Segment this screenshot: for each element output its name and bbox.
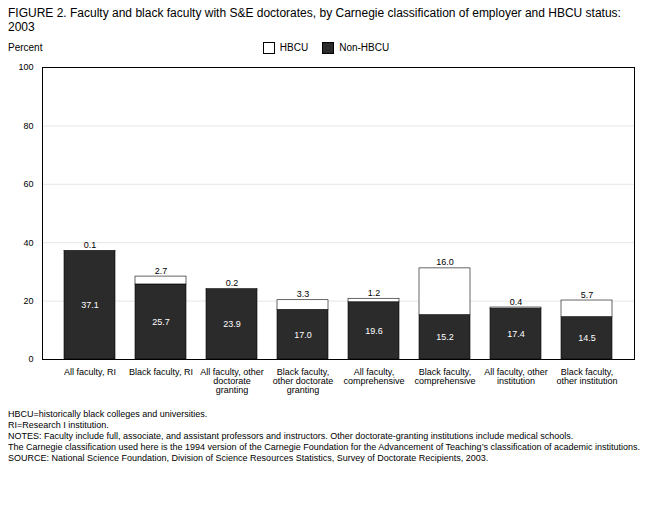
svg-text:23.9: 23.9	[223, 319, 241, 329]
svg-text:All faculty, otherinstitution: All faculty, otherinstitution	[484, 367, 547, 386]
svg-text:37.1: 37.1	[81, 300, 99, 310]
svg-text:0.2: 0.2	[226, 278, 239, 288]
svg-text:Black faculty, RI: Black faculty, RI	[129, 367, 193, 377]
svg-text:80: 80	[23, 121, 33, 131]
svg-text:20: 20	[23, 296, 33, 306]
svg-text:0: 0	[28, 354, 33, 364]
svg-text:17.0: 17.0	[294, 329, 312, 339]
svg-text:17.4: 17.4	[507, 329, 525, 339]
svg-text:60: 60	[23, 179, 33, 189]
svg-text:5.7: 5.7	[581, 289, 594, 299]
svg-text:1.2: 1.2	[368, 288, 381, 298]
svg-text:19.6: 19.6	[365, 326, 383, 336]
svg-text:Black faculty,other doctorateg: Black faculty,other doctorategranting	[273, 367, 334, 395]
svg-text:3.3: 3.3	[297, 289, 310, 299]
svg-text:Black faculty,comprehensive: Black faculty,comprehensive	[414, 367, 475, 386]
svg-text:14.5: 14.5	[578, 333, 596, 343]
svg-text:0.4: 0.4	[510, 296, 523, 306]
svg-text:25.7: 25.7	[152, 317, 170, 327]
svg-text:16.0: 16.0	[436, 257, 454, 267]
svg-text:All faculty, RI: All faculty, RI	[64, 367, 116, 377]
html-text:RI=Research I institution.: RI=Research I institution.	[8, 419, 109, 430]
svg-text:100: 100	[18, 62, 33, 72]
html-text:HBCU: HBCU	[279, 42, 309, 54]
html-text:FIGURE 2. Faculty and black fa: FIGURE 2. Faculty and black faculty with…	[8, 6, 621, 35]
svg-text:15.2: 15.2	[436, 332, 454, 342]
html-text:Percent: Percent	[8, 41, 43, 53]
svg-text:40: 40	[23, 237, 33, 247]
html-text:HBCU=historically black colleg: HBCU=historically black colleges and uni…	[8, 408, 208, 419]
svg-text:All faculty,comprehensive: All faculty,comprehensive	[343, 367, 404, 386]
html-text:The Carnegie classification us: The Carnegie classification used here is…	[8, 441, 640, 452]
svg-text:0.1: 0.1	[84, 240, 97, 250]
svg-text:All faculty, otherdoctorategra: All faculty, otherdoctorategranting	[200, 367, 263, 395]
svg-text:Black faculty,other institutio: Black faculty,other institution	[556, 367, 617, 386]
html-text:SOURCE: National Science Found: SOURCE: National Science Foundation, Div…	[8, 452, 489, 463]
html-text:NOTES: Faculty include full, a: NOTES: Faculty include full, associate, …	[8, 430, 574, 441]
html-text:Non-HBCU: Non-HBCU	[339, 42, 390, 54]
svg-text:2.7: 2.7	[155, 265, 168, 275]
